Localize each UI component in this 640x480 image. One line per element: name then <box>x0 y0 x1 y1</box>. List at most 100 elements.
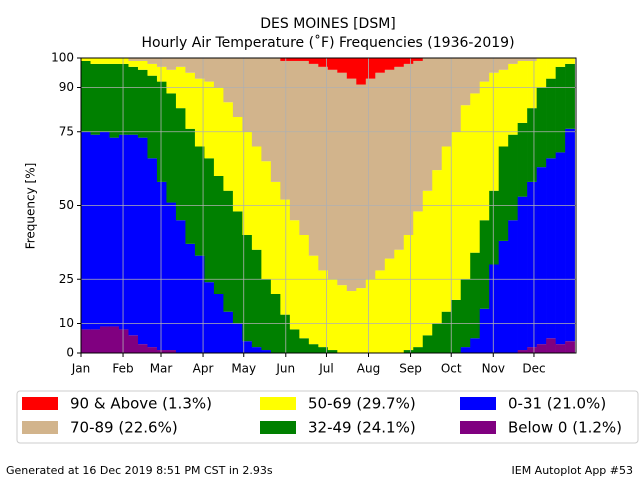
bar-segment <box>422 58 433 191</box>
bar-segment <box>413 60 424 212</box>
bar-segment <box>508 220 518 353</box>
bar-segment <box>346 291 357 353</box>
bar-segment <box>261 350 272 353</box>
chart-title: DES MOINES [DSM] <box>260 16 396 32</box>
bar-segment <box>441 311 452 353</box>
bar-segment <box>99 63 110 132</box>
x-tick-label: May <box>231 362 256 376</box>
bar-segment <box>166 350 177 353</box>
bar-segment <box>318 270 329 348</box>
legend-swatch <box>460 421 496 434</box>
bar-segment <box>194 78 205 147</box>
bar-segment <box>242 235 253 342</box>
bar-segment <box>81 131 91 330</box>
bar-segment <box>394 66 405 250</box>
bar-segment <box>213 58 224 88</box>
y-tick-label: 25 <box>59 272 74 286</box>
bar-segment <box>365 279 376 353</box>
bar-segment <box>280 314 291 353</box>
bar-segment <box>280 58 291 61</box>
bar-segment <box>413 58 424 61</box>
bar-segment <box>166 58 177 70</box>
bar-segment <box>213 176 224 294</box>
bar-segment <box>90 63 101 135</box>
bar-segment <box>185 72 196 129</box>
bar-segment <box>422 190 433 336</box>
bar-segment <box>308 344 319 353</box>
y-tick-label: 0 <box>66 346 74 360</box>
bar-segment <box>128 58 139 61</box>
bar-segment <box>470 252 481 339</box>
bar-segment <box>118 63 129 135</box>
bar-segment <box>384 69 395 259</box>
bar-segment <box>517 122 528 197</box>
bar-segment <box>109 137 120 327</box>
bar-segment <box>498 240 509 353</box>
bar-segment <box>99 326 110 353</box>
bar-segment <box>517 350 528 353</box>
bar-segment <box>489 190 499 265</box>
bar-segment <box>365 78 376 280</box>
bar-segment <box>270 58 281 182</box>
bar-segment <box>565 58 575 64</box>
bar-segment <box>90 134 101 330</box>
bar-segment <box>185 58 196 73</box>
bar-segment <box>460 58 471 106</box>
bar-segment <box>232 117 243 212</box>
bar-segment <box>118 134 129 330</box>
bar-segment <box>432 170 443 324</box>
bar-segment <box>299 58 310 61</box>
bar-segment <box>565 341 575 353</box>
bar-segment <box>175 58 186 67</box>
x-tick-label: Jul <box>318 362 333 376</box>
bar-segment <box>546 58 556 79</box>
bar-segment <box>280 199 291 315</box>
footer-right: IEM Autoplot App #53 <box>512 464 634 477</box>
bar-segment <box>337 285 348 353</box>
legend-label: 50-69 (29.7%) <box>308 395 416 413</box>
bar-segment <box>204 158 215 283</box>
bar-segment <box>498 58 509 70</box>
bar-segment <box>441 58 452 147</box>
bar-segment <box>308 255 319 345</box>
footer-left: Generated at 16 Dec 2019 8:51 PM CST in … <box>6 464 273 477</box>
bar-segment <box>536 58 547 88</box>
legend-label: Below 0 (1.2%) <box>508 419 622 437</box>
bar-segment <box>147 58 158 64</box>
bar-segment <box>508 63 518 135</box>
x-tick-label: Jun <box>275 362 295 376</box>
bar-segment <box>175 220 186 353</box>
bar-segment <box>194 58 205 79</box>
bar-segment <box>261 161 272 280</box>
bar-segment <box>346 58 357 79</box>
bar-segment <box>527 58 537 61</box>
x-tick-label: Apr <box>193 362 214 376</box>
bar-segment <box>403 58 414 64</box>
bar-segment <box>81 329 91 353</box>
bar-segment <box>451 299 462 353</box>
bar-segment <box>565 128 575 342</box>
bar-segment <box>479 220 490 309</box>
bar-segment <box>137 58 148 61</box>
bar-segment <box>394 249 405 353</box>
chart-subtitle: Hourly Air Temperature (˚F) Frequencies … <box>141 34 514 51</box>
bar-segment <box>546 158 556 339</box>
bar-segment <box>479 81 490 221</box>
bar-segment <box>137 344 148 353</box>
bar-segment <box>308 63 319 256</box>
bar-segment <box>451 58 462 132</box>
bar-segment <box>90 329 101 353</box>
bar-segment <box>517 60 528 123</box>
bar-segment <box>337 72 348 286</box>
bar-segment <box>432 323 443 353</box>
legend-swatch <box>260 421 296 434</box>
bar-segment <box>536 344 547 353</box>
bar-segment <box>289 329 300 353</box>
bar-segment <box>128 60 139 67</box>
legend-swatch <box>460 397 496 410</box>
x-tick-label: Mar <box>150 362 173 376</box>
bar-segment <box>498 146 509 241</box>
bar-segment <box>280 60 291 200</box>
bar-segment <box>546 338 556 353</box>
